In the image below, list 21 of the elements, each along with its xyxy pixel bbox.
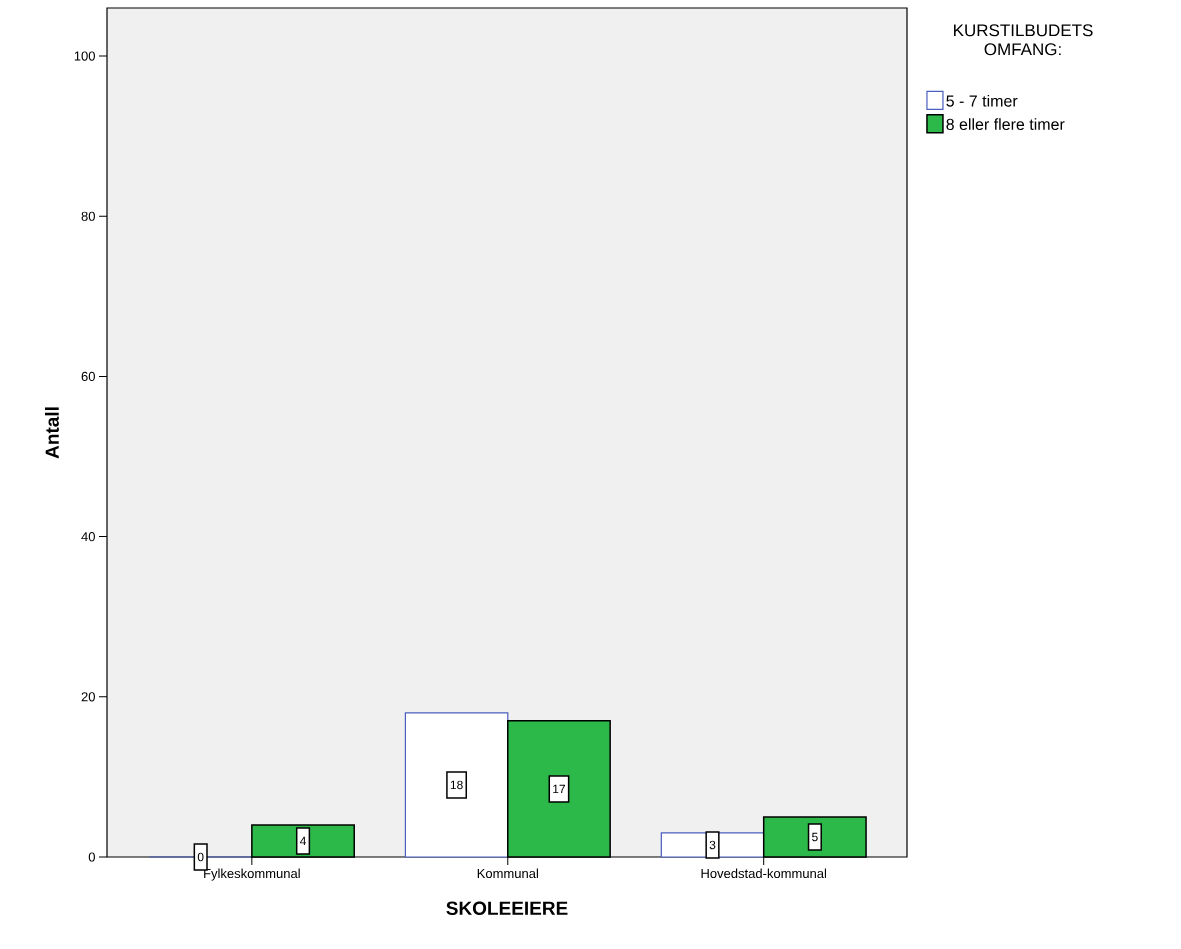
y-tick-label: 0 (88, 852, 95, 862)
legend-label: 5 - 7 timer (946, 94, 1018, 107)
y-tick-label: 100 (74, 51, 95, 61)
x-axis-title: SKOLEEIERE (446, 901, 568, 915)
legend-label: 8 eller flere timer (946, 118, 1065, 130)
data-label: 5 (812, 832, 818, 842)
data-label: 17 (553, 784, 566, 794)
data-label: 4 (299, 836, 307, 846)
x-tick-label: Kommunal (477, 868, 538, 879)
data-label: 18 (450, 780, 463, 790)
x-tick-label: Hovedstad-kommunal (701, 868, 827, 879)
y-tick-label: 40 (81, 532, 95, 542)
y-tick-label: 80 (81, 211, 95, 221)
y-tick-label: 60 (81, 371, 95, 382)
data-label: 0 (197, 852, 204, 862)
x-tick-label: Fylkeskommunal (204, 868, 300, 881)
legend-title: KURSTILBUDETS OMFANG: (954, 24, 1093, 56)
y-axis-title: Antall (44, 407, 59, 459)
y-tick-label: 20 (81, 692, 95, 702)
bar (404, 712, 509, 858)
data-label: 3 (709, 840, 716, 850)
